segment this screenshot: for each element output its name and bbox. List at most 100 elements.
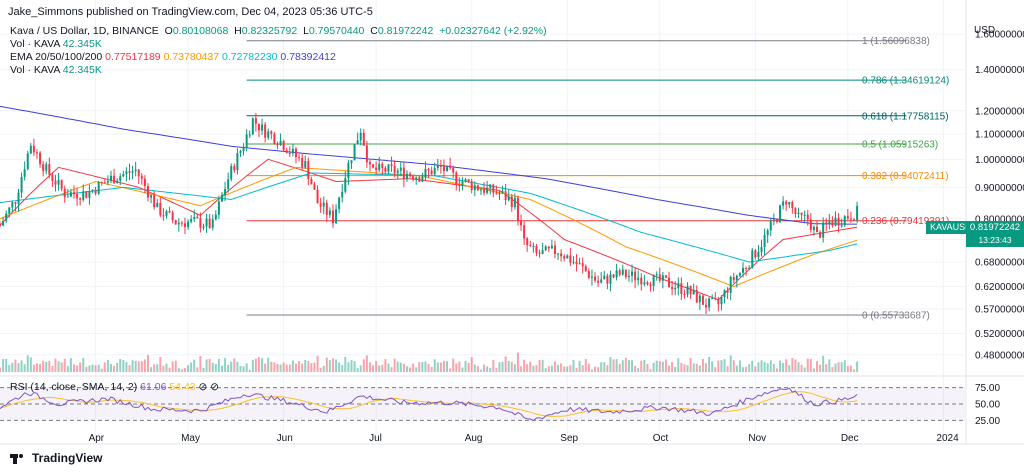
volume-bar: [504, 356, 507, 372]
candle-body: [621, 269, 624, 275]
volume-bar: [470, 357, 473, 372]
volume-bar: [328, 360, 331, 372]
candle-body: [211, 219, 214, 228]
volume-bar: [335, 359, 338, 372]
volume-bar: [180, 369, 183, 372]
volume-bar: [461, 367, 464, 372]
volume-bar: [819, 364, 822, 372]
volume-bar: [834, 363, 837, 372]
volume-bar: [254, 358, 257, 372]
candle-body: [560, 253, 563, 257]
month-tick-label: 2024: [936, 433, 959, 444]
candle-body: [291, 148, 294, 154]
candle-body: [273, 133, 276, 144]
price-axis[interactable]: 1.60000000 1.40000000 1.20000000 1.10000000…: [0, 0, 1024, 444]
volume-bar: [794, 359, 797, 372]
candle-body: [301, 157, 304, 168]
candle-body: [738, 272, 741, 276]
candle-body: [473, 185, 476, 190]
volume-bar: [742, 367, 745, 372]
candle-body: [384, 167, 387, 172]
volume-bar: [843, 360, 846, 372]
settings-icon[interactable]: ⊘: [210, 381, 220, 393]
candle-body: [310, 179, 313, 185]
candle-body: [313, 184, 316, 190]
time-axis[interactable]: Apr May Jun Jul Aug Sep Oct Nov Dec 2024: [0, 433, 1024, 445]
volume-bar: [686, 365, 689, 372]
fib-level-label: 0.382 (0.94072411): [862, 171, 949, 182]
ema-legend[interactable]: EMA 20/50/100/200 0.77517189 0.73780437 …: [10, 51, 336, 63]
candle-body: [396, 170, 399, 173]
candle-body: [174, 220, 177, 225]
candle-body: [816, 226, 819, 233]
volume-bar: [359, 365, 362, 372]
volume-bar: [597, 367, 600, 372]
open-label: O: [164, 25, 173, 37]
volume-legend-2[interactable]: Vol · KAVA 42.345K: [10, 64, 102, 76]
volume-bar: [600, 362, 603, 372]
volume-legend-1[interactable]: Vol · KAVA 42.345K: [10, 38, 102, 50]
candle-body: [856, 205, 859, 221]
candle-body: [742, 267, 745, 273]
volume-bar: [581, 365, 584, 372]
volume-bar: [550, 365, 553, 372]
candle-body: [257, 123, 260, 131]
volume-bar: [69, 358, 72, 372]
ema-label: EMA 20/50/100/200: [10, 51, 103, 63]
candle-body: [344, 178, 347, 192]
candle-body: [199, 218, 202, 228]
candle-body: [162, 215, 165, 217]
candle-body: [683, 293, 686, 295]
price-tick-label: 1.40000000: [975, 65, 1024, 76]
candle-body: [350, 160, 353, 163]
volume-bar: [806, 358, 809, 372]
price-tick-label: 0.62000000: [975, 282, 1024, 293]
volume-bar: [291, 360, 294, 372]
volume-bar: [455, 363, 458, 372]
candle-body: [618, 270, 621, 275]
candle-body: [368, 162, 371, 165]
candle-body: [695, 290, 698, 303]
fib-level-label: 0.786 (1.34619124): [862, 76, 949, 87]
price-tick-label: 0.48000000: [975, 350, 1024, 361]
volume-bar: [276, 364, 279, 372]
volume-bar: [501, 361, 504, 372]
volume-bar: [584, 359, 587, 372]
candle-body: [387, 164, 390, 172]
volume-bar: [831, 367, 834, 372]
candle-body: [609, 274, 612, 284]
volume-bar: [856, 361, 859, 372]
candle-body: [631, 271, 634, 276]
volume-bar: [208, 358, 211, 372]
volume-bar: [239, 365, 242, 372]
candle-body: [600, 279, 603, 283]
candle-body: [569, 255, 572, 263]
candle-body: [458, 184, 461, 186]
volume-bars: [0, 352, 859, 372]
eye-icon[interactable]: ⊘: [198, 381, 208, 393]
candle-body: [137, 169, 140, 177]
volume-bar: [698, 365, 701, 372]
volume-bar: [433, 359, 436, 372]
volume-bar: [498, 362, 501, 372]
volume-bar: [82, 357, 85, 372]
volume-bar: [529, 361, 532, 372]
volume-bar: [100, 368, 103, 372]
volume-bar: [365, 355, 368, 372]
candle-body: [655, 274, 658, 276]
candle-body: [701, 295, 704, 305]
volume-bar: [615, 358, 618, 372]
candle-body: [433, 167, 436, 175]
volume-bar: [452, 358, 455, 372]
candle-body: [119, 176, 122, 181]
candle-body: [729, 277, 732, 293]
candle-body: [82, 191, 85, 200]
candle-body: [590, 276, 593, 278]
candle-body: [532, 245, 535, 247]
symbol-title[interactable]: Kava / US Dollar, 1D, BINANCE: [10, 25, 159, 37]
tradingview-logo[interactable]: TradingView: [10, 451, 102, 465]
candle-body: [103, 182, 106, 184]
rsi-legend[interactable]: RSI (14, close, SMA, 14, 2) 61.06 54.43 …: [10, 381, 219, 393]
candle-body: [335, 209, 338, 224]
